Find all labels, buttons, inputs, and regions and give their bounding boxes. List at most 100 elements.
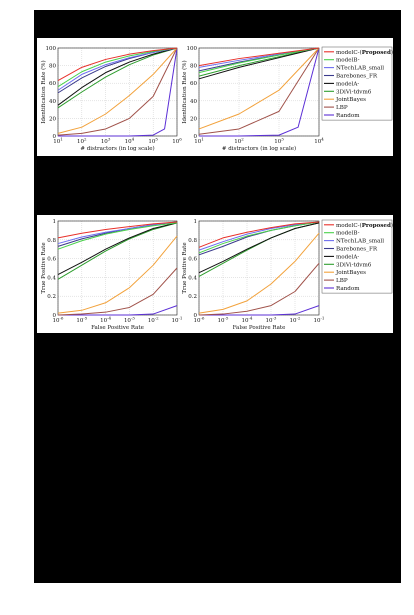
x-tick-label: 102 xyxy=(77,137,87,146)
y-tick-label: 0.2 xyxy=(47,294,56,300)
legend-entry: Barebones_FR xyxy=(336,74,378,80)
y-tick-label: 0.4 xyxy=(188,275,197,281)
series-line-modelc-proposed- xyxy=(57,47,178,81)
y-tick-label: 0 xyxy=(194,313,198,319)
y-axis-label: Identification Rate (%) xyxy=(181,60,188,123)
x-tick-label: 101 xyxy=(194,137,204,146)
x-tick-label: 10-2 xyxy=(290,316,301,325)
series-line-modelc-proposed- xyxy=(198,221,320,248)
x-axis-label: # distractors (in log scale) xyxy=(222,145,296,152)
legend-entry: modelC-(Proposed) xyxy=(336,222,393,229)
y-tick-label: 20 xyxy=(190,116,197,122)
x-tick-label: 101 xyxy=(53,137,63,146)
series-line-modelb- xyxy=(57,47,178,88)
series-line-lbp xyxy=(57,47,178,136)
legend-entry: modelA- xyxy=(336,254,359,260)
y-tick-label: 40 xyxy=(190,99,197,105)
y-tick-label: 0.6 xyxy=(188,257,197,263)
y-tick-label: 0 xyxy=(194,134,198,140)
series-line-lbp xyxy=(198,47,320,135)
y-tick-label: 80 xyxy=(190,64,197,70)
legend-entry: NTechLAB_small xyxy=(336,239,384,245)
x-axis-label: # distractors (in log scale) xyxy=(80,145,154,152)
series-line-modelc-proposed- xyxy=(57,221,178,239)
y-tick-label: 0.8 xyxy=(188,238,197,244)
y-tick-label: 40 xyxy=(49,99,56,105)
y-tick-label: 100 xyxy=(187,46,198,52)
series-line-modelb- xyxy=(198,47,320,74)
x-tick-label: 10-3 xyxy=(266,316,277,325)
series-line-modela- xyxy=(198,222,320,274)
x-tick-label: 10-6 xyxy=(194,316,205,325)
series-line-random xyxy=(58,305,178,316)
x-tick-label: 10-1 xyxy=(314,316,325,325)
x-axis-label: False Positive Rate xyxy=(91,325,144,331)
y-tick-label: 80 xyxy=(49,64,56,70)
x-tick-label: 103 xyxy=(101,137,111,146)
x-axis-label: False Positive Rate xyxy=(233,325,286,331)
legend-entry: modelB- xyxy=(336,58,360,64)
legend-entry: 3DiVi-tdvm6 xyxy=(336,262,372,268)
legend-entry: Barebones_FR xyxy=(336,247,378,253)
x-tick-label: 106 xyxy=(172,137,182,146)
y-axis-label: True Positive Rate xyxy=(41,242,47,293)
series-line-ntechlab-small xyxy=(57,47,178,91)
y-tick-label: 0 xyxy=(53,134,57,140)
legend-entry: Random xyxy=(336,286,360,292)
legend-entry: modelB- xyxy=(336,231,360,237)
series-line-modelb- xyxy=(57,222,178,250)
x-tick-label: 10-3 xyxy=(124,316,135,325)
x-tick-label: 10-5 xyxy=(218,316,229,325)
y-tick-label: 60 xyxy=(49,81,56,87)
legend-entry: JointBayes xyxy=(335,97,366,103)
x-tick-label: 10-6 xyxy=(53,316,64,325)
x-tick-label: 102 xyxy=(234,137,244,146)
series-line-modelc-proposed- xyxy=(198,47,320,67)
series-line-3divi-tdvm6 xyxy=(57,222,178,280)
legend-entry: LBP xyxy=(336,105,348,111)
series-line-jointbayes xyxy=(198,232,320,314)
series-line-modelb- xyxy=(198,221,320,254)
y-tick-label: 0.2 xyxy=(188,294,197,300)
chart-4: 10-6 10-5 10-4 10-3 10-2 10-1 0 0.2 0.4 0.6 0.8 1 Fa… xyxy=(182,219,393,331)
x-tick-label: 10-1 xyxy=(172,316,183,325)
series-line-ntechlab-small xyxy=(198,221,320,251)
y-tick-label: 60 xyxy=(190,81,197,87)
series-line-lbp xyxy=(57,267,178,316)
series-line-jointbayes xyxy=(57,235,178,314)
x-tick-label: 10-4 xyxy=(242,316,253,325)
legend-entry: modelC-(Proposed) xyxy=(336,49,393,56)
series-line-ntechlab-small xyxy=(57,221,178,245)
x-tick-label: 104 xyxy=(125,137,135,146)
y-tick-label: 0.8 xyxy=(47,238,56,244)
legend-entry: NTechLAB_small xyxy=(336,66,384,72)
series-line-3divi-tdvm6 xyxy=(57,47,178,109)
legend-entry: LBP xyxy=(336,278,348,284)
series-line-random xyxy=(199,305,320,316)
legend-entry: 3DiVi-tdvm6 xyxy=(336,89,372,95)
y-tick-label: 100 xyxy=(46,46,57,52)
legend-entry: Random xyxy=(336,113,360,119)
series-line-jointbayes xyxy=(57,47,178,134)
x-tick-label: 10-5 xyxy=(76,316,87,325)
series-line-random xyxy=(199,47,320,137)
series-line-lbp xyxy=(198,262,320,316)
series-line-modela- xyxy=(57,222,178,276)
chart-1: 101 102 103 104 105 106 0 20 40 60 80 100 # distract… xyxy=(40,46,182,152)
series-line-modela- xyxy=(198,47,320,80)
legend-entry: JointBayes xyxy=(335,270,366,276)
x-tick-label: 105 xyxy=(148,137,158,146)
y-tick-label: 0 xyxy=(53,313,57,319)
x-tick-label: 10-4 xyxy=(100,316,111,325)
y-axis-label: Identification Rate (%) xyxy=(40,60,47,123)
y-axis-label: True Positive Rate xyxy=(182,242,188,293)
y-tick-label: 0.4 xyxy=(47,275,56,281)
y-tick-label: 20 xyxy=(49,116,56,122)
y-tick-label: 0.6 xyxy=(47,257,56,263)
y-tick-label: 1 xyxy=(53,219,57,225)
legend-entry: modelA- xyxy=(336,81,359,87)
series-line-random xyxy=(58,47,178,137)
x-tick-label: 104 xyxy=(314,137,324,146)
series-line-modela- xyxy=(57,47,178,106)
